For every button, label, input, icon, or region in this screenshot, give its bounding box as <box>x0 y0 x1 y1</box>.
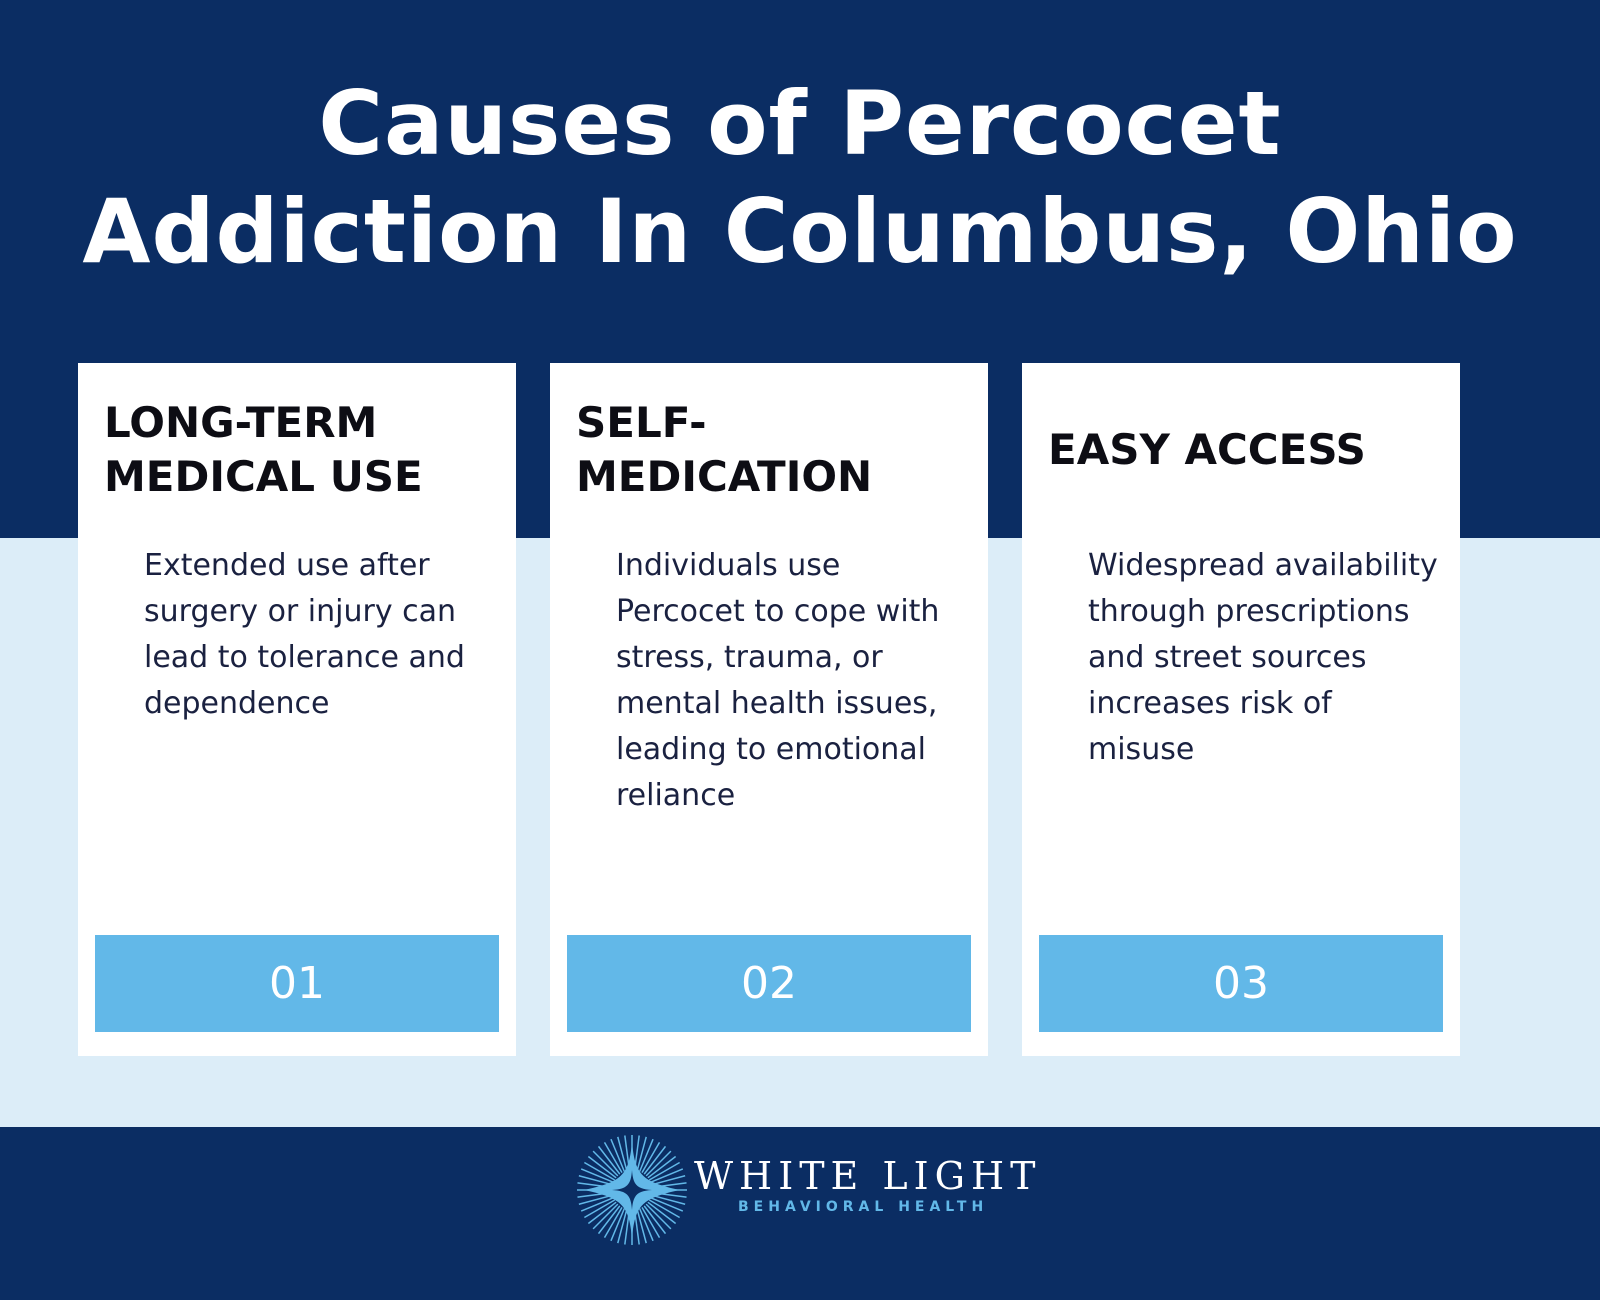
card-heading: LONG-TERM MEDICAL USE <box>104 395 504 505</box>
card-number: 03 <box>1039 935 1443 1032</box>
footer-band <box>0 1127 1600 1300</box>
card-text: Extended use after surgery or injury can… <box>144 548 465 721</box>
title-line: Addiction In Columbus, Ohio <box>82 180 1518 283</box>
card-heading-line: SELF- <box>576 398 707 447</box>
card-heading-line: LONG-TERM <box>104 398 378 447</box>
card: EASY ACCESS Widespread availability throu… <box>1022 363 1460 1056</box>
card-text: Widespread availability through prescrip… <box>1088 548 1438 767</box>
card-number: 01 <box>95 935 499 1032</box>
logo-icon <box>577 1135 687 1245</box>
title-line: Causes of Percocet <box>318 72 1282 175</box>
card: SELF- MEDICATION Individuals use Percocet … <box>550 363 988 1056</box>
brand-tagline: BEHAVIORAL HEALTH <box>738 1199 989 1215</box>
card-heading: EASY ACCESS <box>1048 395 1448 505</box>
brand-name: WHITE LIGHT <box>694 1154 1042 1198</box>
card-heading-line: MEDICAL USE <box>104 452 423 501</box>
card: LONG-TERM MEDICAL USE Extended use after s… <box>78 363 516 1056</box>
title: Causes of Percocet Addiction In Columbus,… <box>0 70 1600 286</box>
card-text: Individuals use Percocet to cope with st… <box>616 548 940 813</box>
card-number: 02 <box>567 935 971 1032</box>
card-heading: SELF- MEDICATION <box>576 395 976 505</box>
card-heading-line: EASY ACCESS <box>1048 425 1366 474</box>
card-heading-line: MEDICATION <box>576 452 873 501</box>
